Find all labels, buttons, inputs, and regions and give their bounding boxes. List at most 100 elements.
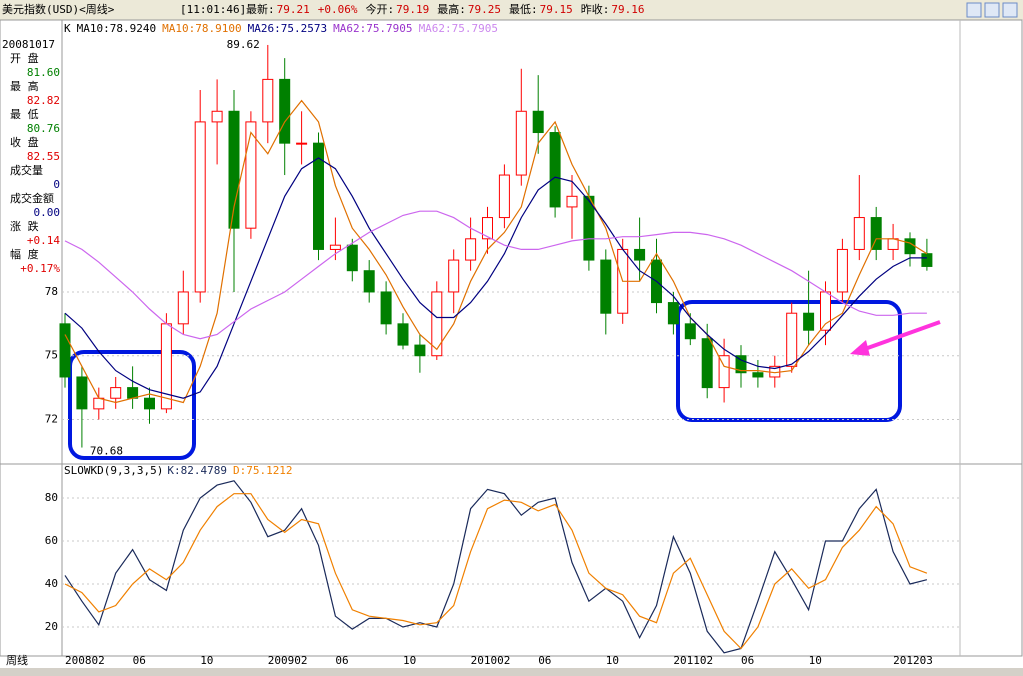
info-panel — [0, 19, 63, 657]
info-value: +0.17% — [20, 262, 60, 275]
candle-body — [279, 78, 291, 144]
field-value: 79.15 — [540, 3, 573, 16]
ma-line — [64, 210, 927, 340]
x-tick-label: 06 — [133, 654, 146, 667]
field-value: 79.21 — [277, 3, 310, 16]
candle-body — [803, 312, 815, 331]
legend-entry: MA26:75.2573 — [248, 22, 327, 35]
x-tick-label: 201102 — [673, 654, 713, 667]
legend-entry: MA62:75.7905 — [333, 22, 412, 35]
candle-body — [549, 132, 561, 208]
x-tick-label: 06 — [538, 654, 551, 667]
annotation: 89.62 — [227, 38, 260, 51]
legend-entry: MA10:78.9100 — [162, 22, 241, 35]
y-tick-label: 78 — [45, 285, 58, 298]
ma-line — [64, 157, 927, 399]
info-label: 最 低 — [10, 108, 39, 121]
x-tick-label: 201002 — [471, 654, 511, 667]
legend-entry: K — [64, 22, 71, 35]
x-tick-label: 06 — [741, 654, 754, 667]
x-tick-label: 10 — [809, 654, 822, 667]
window-buttons[interactable] — [966, 2, 1018, 18]
candle-body — [600, 259, 612, 314]
info-value: 0.00 — [34, 206, 61, 219]
candle-body — [465, 238, 477, 261]
button[interactable] — [966, 2, 982, 18]
candle-body — [245, 121, 257, 229]
arrow — [850, 320, 941, 356]
top-bar — [0, 0, 1023, 20]
info-label: 最 高 — [10, 79, 39, 93]
info-label: 成交量 — [10, 163, 43, 177]
button[interactable] — [1002, 2, 1018, 18]
candle-body — [127, 387, 139, 399]
info-value: +0.14 — [27, 234, 60, 247]
candle-body — [448, 259, 460, 293]
candle-body — [194, 121, 206, 293]
x-tick-label: 06 — [335, 654, 348, 667]
legend-entry: MA10:78.9240 — [77, 22, 156, 35]
candle-body — [59, 323, 71, 378]
candle-body — [329, 244, 341, 250]
candle-body — [752, 372, 764, 378]
candle-body — [634, 248, 646, 261]
candle-body — [921, 253, 933, 267]
candle-body — [566, 195, 578, 208]
candle-body — [211, 110, 223, 123]
x-tick-label: 10 — [403, 654, 416, 667]
info-value: 80.76 — [27, 122, 60, 135]
candle-body — [532, 110, 544, 134]
candle-body — [718, 355, 730, 389]
candle-body — [667, 302, 679, 325]
candle-body — [110, 387, 122, 399]
candle-body — [498, 174, 510, 219]
y-tick-label: 72 — [45, 412, 58, 425]
candle-body — [701, 338, 713, 389]
candle-body — [160, 323, 172, 410]
y-tick-label: 75 — [45, 349, 58, 362]
candle-body — [380, 291, 392, 325]
legend-entry: MA62:75.7905 — [419, 22, 498, 35]
y-tick-label: 80 — [45, 491, 58, 504]
kd-line — [64, 480, 928, 654]
period: 周线 — [6, 653, 28, 667]
field-value: +0.06% — [318, 3, 358, 16]
info-value: 81.60 — [27, 66, 60, 79]
candle-body — [515, 110, 527, 176]
field-value: 79.19 — [396, 3, 429, 16]
candle-body — [853, 217, 865, 250]
candle-body — [836, 248, 848, 293]
info-label: 收 盘 — [10, 135, 39, 149]
candle-body — [93, 397, 105, 410]
candle-body — [904, 238, 916, 255]
info-value: 0 — [53, 178, 60, 191]
x-tick-label: 201203 — [893, 654, 933, 667]
candle-body — [887, 238, 899, 250]
annotation: 70.68 — [90, 445, 123, 458]
legend-entry: K:82.4789 — [167, 464, 227, 477]
candle-body — [296, 142, 308, 145]
candle-body — [177, 291, 189, 325]
candle-body — [482, 217, 493, 240]
kd-line — [64, 493, 928, 650]
candle-body — [363, 270, 375, 293]
legend-entry: D:75.1212 — [233, 464, 293, 477]
highlight-box — [676, 300, 902, 422]
y-tick-label: 40 — [45, 577, 58, 590]
x-tick-label: 200802 — [65, 654, 105, 667]
candle-body — [870, 217, 882, 250]
info-label: 开 盘 — [10, 51, 39, 65]
y-tick-label: 60 — [45, 534, 58, 547]
candle-body — [431, 291, 443, 357]
x-tick-label: 200902 — [268, 654, 308, 667]
button[interactable] — [984, 2, 1000, 18]
field-label: 今开: — [366, 2, 395, 16]
highlight-box — [68, 350, 196, 460]
time: [11:01:46] — [180, 3, 246, 16]
field-label: 最高: — [437, 2, 466, 16]
candle-body — [786, 312, 798, 367]
candle-body — [735, 355, 747, 374]
y-tick-label: 20 — [45, 620, 58, 633]
